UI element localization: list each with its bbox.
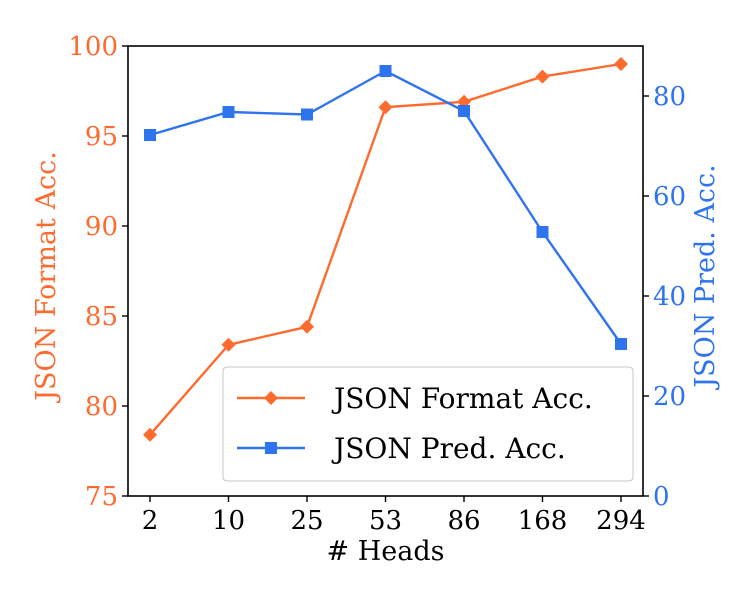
y-right-tick-label: 0 (653, 482, 670, 512)
y-left-tick-label: 75 (85, 482, 118, 512)
data-point-pred-acc (222, 106, 235, 118)
x-tick-label: 25 (290, 506, 323, 536)
data-point-format-acc (378, 100, 393, 115)
y-left-tick-label: 90 (85, 212, 118, 242)
legend-items: JSON Format Acc. JSON Pred. Acc. (237, 382, 593, 465)
legend-box (222, 366, 634, 482)
data-point-pred-acc (301, 108, 313, 121)
data-point-pred-acc (379, 65, 392, 77)
x-tick-label: 10 (212, 506, 245, 536)
x-tick-label: 2 (142, 506, 159, 536)
data-point-pred-acc (458, 105, 470, 117)
data-point-pred-acc (144, 129, 156, 141)
x-tick-label: 294 (596, 506, 646, 536)
legend: JSON Format Acc. JSON Pred. Acc. (222, 366, 634, 482)
x-tick-label: 53 (369, 506, 402, 536)
x-tick-label: 86 (447, 506, 480, 536)
data-point-format-acc (221, 337, 236, 352)
y-left-tick-label: 95 (85, 122, 118, 152)
x-tick-label: 168 (518, 506, 568, 536)
y-right-tick-label: 40 (653, 282, 686, 312)
data-point-format-acc (143, 427, 157, 442)
axis-layer: 2 10 25 53 86 168 294 75 80 85 90 95 100 0 20 40 60 80 (68, 32, 686, 536)
y-left-tick-label: 80 (85, 392, 118, 422)
y-left-tick-label: 100 (68, 32, 118, 62)
legend-marker-format-acc (264, 391, 278, 405)
y-left-tick-label: 85 (85, 302, 118, 332)
data-point-format-acc (535, 69, 550, 84)
x-axis-label: # Heads (327, 536, 445, 567)
data-point-pred-acc (615, 338, 627, 350)
y-right-tick-label: 20 (653, 382, 686, 412)
data-point-format-acc (300, 319, 314, 334)
data-point-pred-acc (536, 226, 549, 238)
legend-label-format-acc: JSON Format Acc. (331, 382, 593, 415)
legend-label-pred-acc: JSON Pred. Acc. (331, 432, 566, 465)
y-left-axis-label: JSON Format Acc. (31, 151, 62, 404)
y-right-tick-label: 60 (653, 182, 686, 212)
data-point-format-acc (614, 57, 628, 71)
y-right-tick-label: 80 (653, 82, 686, 112)
marks-layer (143, 57, 628, 442)
y-right-axis-label: JSON Pred. Acc. (690, 164, 721, 391)
legend-marker-pred-acc (265, 442, 277, 454)
